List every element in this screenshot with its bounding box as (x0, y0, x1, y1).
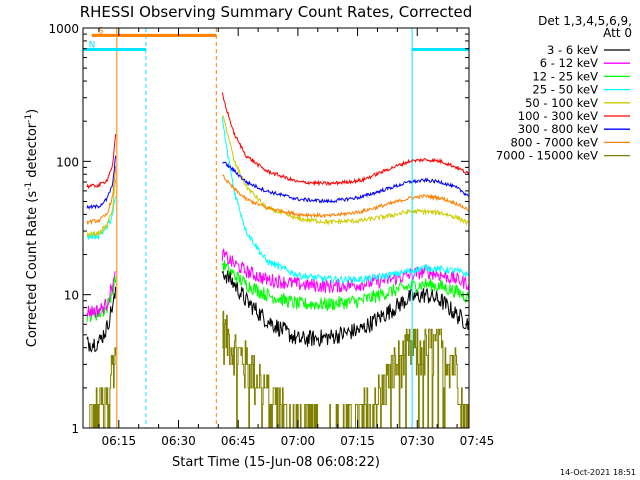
series-line (221, 270, 469, 348)
series-line (86, 155, 117, 210)
series-line (86, 271, 116, 318)
legend-label: 6 - 12 keV (540, 56, 598, 70)
legend-label: 300 - 800 keV (518, 122, 598, 136)
legend-label: 50 - 100 keV (525, 96, 598, 110)
x-tick-label: 07:30 (400, 434, 435, 448)
legend-label: 7000 - 15000 keV (496, 149, 598, 163)
series-3-6kev (86, 270, 469, 353)
x-tick-label: 06:30 (161, 434, 196, 448)
x-tick-label: 06:45 (221, 434, 256, 448)
series-line (86, 347, 117, 428)
series-300-800kev (86, 155, 469, 210)
series-50-100kev (86, 114, 469, 238)
series-line (221, 117, 469, 284)
y-axis-label-exp-2: -1 (24, 114, 34, 123)
legend-label: 3 - 6 keV (547, 43, 598, 57)
plot-area: SN 1 10 100 1000 06:15 06:30 06:45 07:00 07:15 07… (48, 22, 494, 448)
flag-label-n: N (89, 40, 96, 50)
series-100-300kev (86, 92, 469, 190)
series-25-50kev (86, 117, 469, 284)
series-line (86, 133, 117, 190)
y-tick-label: 10 (64, 289, 79, 303)
flag-label-s: S (98, 26, 104, 36)
legend-label: 100 - 300 keV (518, 109, 598, 123)
chart-title: RHESSI Observing Summary Count Rates, Co… (80, 3, 473, 21)
series-12-25kev (86, 259, 469, 323)
y-tick-label: 1000 (48, 22, 79, 36)
legend-label: 800 - 7000 keV (510, 135, 598, 149)
y-axis-label-pre: Corrected Count Rate (s (25, 191, 40, 348)
series-line (86, 196, 117, 241)
y-axis-label-post: ) (25, 109, 40, 114)
legend-header-line1: Det 1,3,4,5,6,9, (538, 14, 632, 28)
x-axis-label: Start Time (15-Jun-08 06:08:22) (172, 455, 380, 470)
y-axis-label: Corrected Count Rate (s-1 detector-1) (24, 109, 40, 347)
series-800-7000kev (86, 165, 469, 226)
legend-label: 25 - 50 keV (532, 83, 598, 97)
date-stamp: 14-Oct-2021 18:51 (560, 468, 636, 477)
series-line (86, 179, 117, 238)
x-tick-label: 06:15 (102, 434, 137, 448)
series-line (86, 165, 117, 226)
x-tick-label: 07:45 (460, 434, 495, 448)
marker-layer: SN (83, 26, 470, 428)
y-axis-label-mid: detector (25, 122, 40, 182)
y-tick-label: 1 (71, 422, 79, 436)
series-line (221, 114, 469, 226)
legend-label: 12 - 25 keV (532, 69, 598, 83)
series-line (221, 92, 469, 187)
legend-header-line2: Att 0 (603, 26, 632, 40)
series-line (222, 161, 469, 204)
y-tick-label: 100 (56, 155, 79, 169)
axis-layer: 1 10 100 1000 06:15 06:30 06:45 07:00 07:15 07:30… (48, 22, 494, 448)
series-line (222, 174, 469, 219)
y-axis-label-exp-1: -1 (24, 182, 34, 191)
series-line (221, 259, 469, 312)
series-line (86, 275, 117, 323)
x-tick-label: 07:00 (281, 434, 316, 448)
series-7000-15000kev (86, 310, 469, 428)
series-line (86, 286, 117, 353)
x-tick-label: 07:15 (340, 434, 375, 448)
series-line (222, 310, 469, 428)
plot-frame (82, 27, 470, 429)
data-layer (86, 92, 469, 428)
